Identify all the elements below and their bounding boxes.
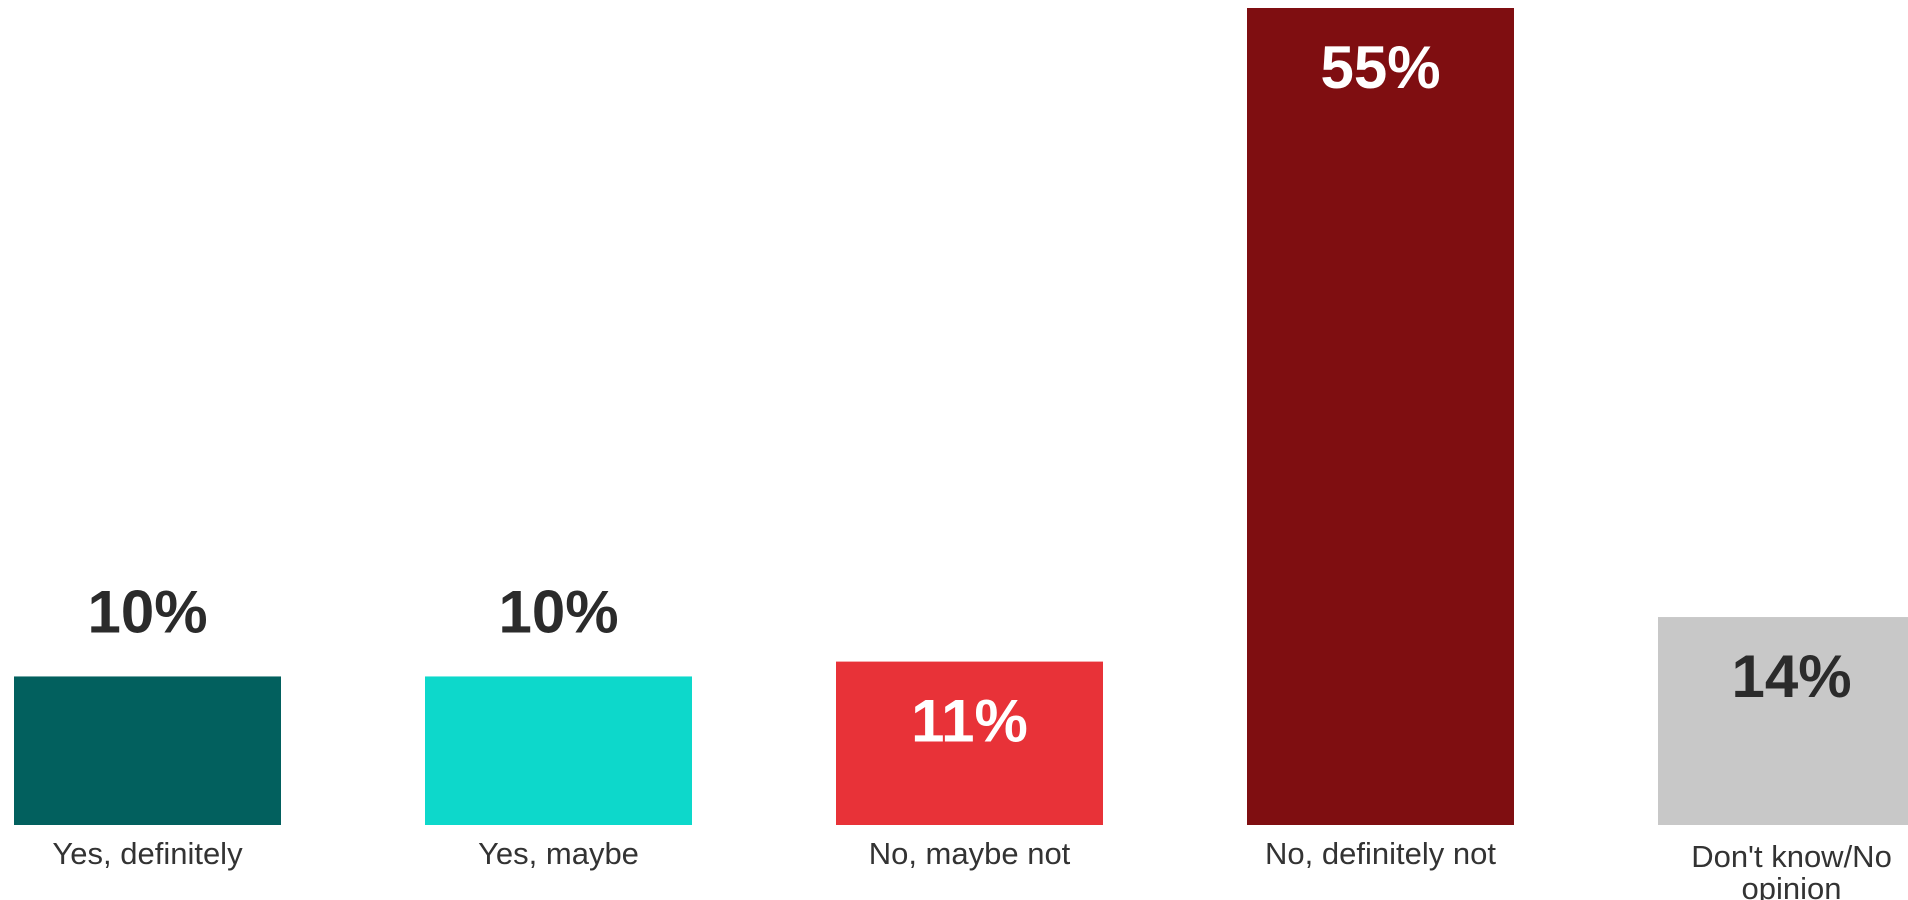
category-label-2-line-0: No, maybe not: [869, 836, 1071, 871]
value-label-1: 10%: [498, 578, 618, 645]
bar-3: [1247, 8, 1514, 825]
category-label-1: Yes, maybe: [478, 836, 639, 871]
value-labels-group: 10% 10% 11% 55% 14%: [87, 34, 1851, 755]
bar-0: [14, 676, 281, 825]
bar-1: [425, 676, 692, 825]
bars-group: [14, 8, 1908, 825]
bar-4: [1658, 617, 1908, 825]
category-label-3: No, definitely not: [1265, 836, 1496, 871]
category-label-3-line-0: No, definitely not: [1265, 836, 1496, 871]
category-label-0-line-0: Yes, definitely: [52, 836, 243, 871]
category-labels-group: Yes, definitely Yes, maybe No, maybe not No…: [52, 836, 1891, 900]
value-label-4: 14%: [1731, 643, 1851, 710]
category-label-2: No, maybe not: [869, 836, 1071, 871]
category-label-0: Yes, definitely: [52, 836, 243, 871]
category-label-1-line-0: Yes, maybe: [478, 836, 639, 871]
category-label-4: Don't know/No opinion: [1691, 839, 1892, 900]
value-label-0: 10%: [87, 578, 207, 645]
value-label-2: 11%: [911, 688, 1028, 755]
category-label-4-line-0: Don't know/No: [1691, 839, 1892, 874]
value-label-3: 55%: [1320, 34, 1440, 101]
bar-2: [836, 661, 1103, 825]
category-label-4-line-1: opinion: [1742, 871, 1842, 900]
